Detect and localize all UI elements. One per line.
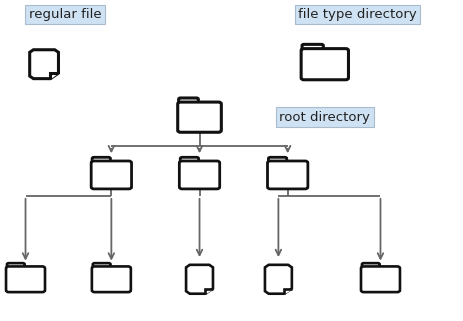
FancyBboxPatch shape — [300, 49, 348, 80]
Text: regular file: regular file — [29, 8, 101, 21]
FancyBboxPatch shape — [268, 157, 286, 165]
FancyBboxPatch shape — [361, 263, 379, 270]
FancyBboxPatch shape — [7, 263, 25, 270]
FancyBboxPatch shape — [180, 157, 198, 165]
PathPatch shape — [186, 265, 213, 294]
FancyBboxPatch shape — [93, 263, 110, 270]
FancyBboxPatch shape — [179, 161, 219, 189]
PathPatch shape — [205, 289, 213, 294]
PathPatch shape — [264, 265, 291, 294]
FancyBboxPatch shape — [267, 161, 307, 189]
FancyBboxPatch shape — [177, 102, 221, 132]
Text: root directory: root directory — [279, 111, 369, 124]
FancyBboxPatch shape — [178, 98, 198, 106]
Text: file type directory: file type directory — [297, 8, 416, 21]
FancyBboxPatch shape — [301, 44, 323, 52]
FancyBboxPatch shape — [6, 266, 45, 292]
PathPatch shape — [30, 50, 58, 79]
FancyBboxPatch shape — [92, 266, 131, 292]
PathPatch shape — [284, 289, 291, 294]
PathPatch shape — [50, 73, 58, 79]
FancyBboxPatch shape — [92, 157, 110, 165]
FancyBboxPatch shape — [360, 266, 399, 292]
FancyBboxPatch shape — [91, 161, 131, 189]
